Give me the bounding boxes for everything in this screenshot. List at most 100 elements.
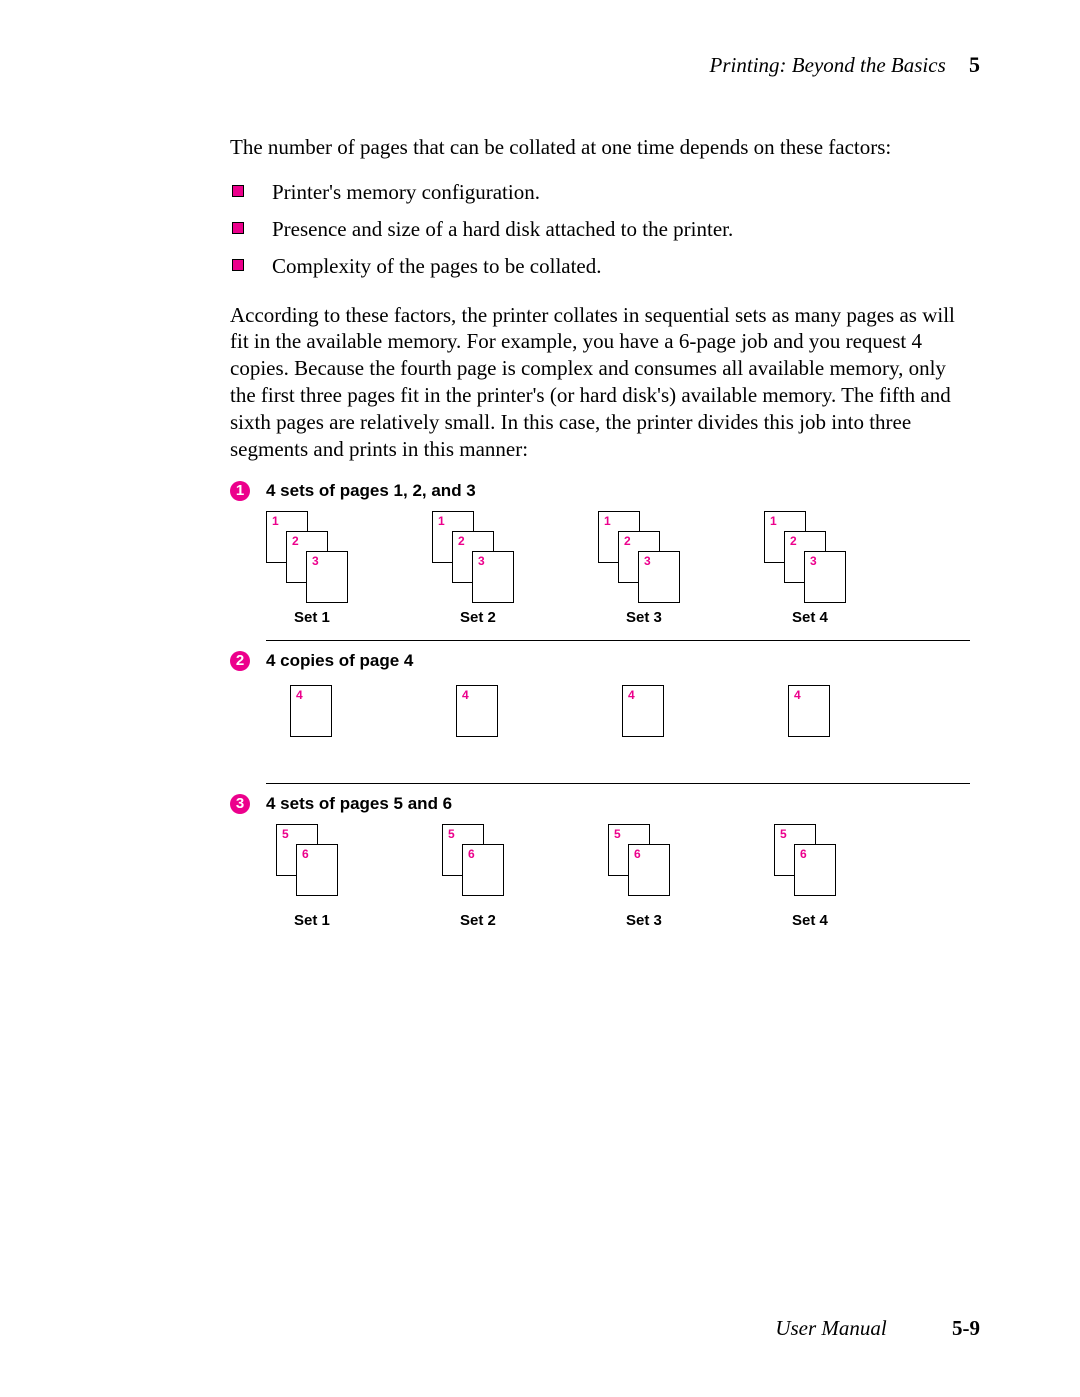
set: 5 6 Set 1: [266, 824, 362, 929]
sheet: 4: [290, 685, 332, 737]
page-number: 1: [604, 514, 611, 528]
page-number: 1: [770, 514, 777, 528]
page-stack: 5 6: [764, 824, 860, 904]
segment-divider: [266, 783, 970, 784]
set: 5 6 Set 3: [598, 824, 694, 929]
sheet: 6: [794, 844, 836, 896]
page-number: 3: [810, 554, 817, 568]
page-number: 2: [624, 534, 631, 548]
page-stack: 1 2 3: [598, 511, 694, 601]
page-number: 6: [634, 847, 641, 861]
page-number: 1: [272, 514, 279, 528]
page-number: 6: [800, 847, 807, 861]
segment-title-row: 3 4 sets of pages 5 and 6: [230, 794, 970, 814]
header-title: Printing: Beyond the Basics: [710, 53, 946, 77]
page-stack: 5 6: [598, 824, 694, 904]
page-stack: 5 6: [266, 824, 362, 904]
set-label: Set 4: [764, 912, 860, 929]
set: 1 2 3 Set 4: [764, 511, 860, 626]
segment-title-row: 1 4 sets of pages 1, 2, and 3: [230, 481, 970, 501]
page-number: 6: [302, 847, 309, 861]
set-label: Set 1: [266, 609, 362, 626]
explanation-paragraph: According to these factors, the printer …: [230, 302, 970, 463]
page-number: 5: [780, 827, 787, 841]
set-label: Set 1: [266, 912, 362, 929]
page-number: 5: [282, 827, 289, 841]
segment-number-badge: 3: [230, 794, 250, 814]
page-stack: 4: [598, 681, 694, 741]
set: 1 2 3 Set 1: [266, 511, 362, 626]
set: 5 6 Set 2: [432, 824, 528, 929]
collation-diagram: 1 4 sets of pages 1, 2, and 3 1 2 3 Set …: [230, 481, 970, 929]
page-number: 2: [790, 534, 797, 548]
bullet-list: Printer's memory configuration. Presence…: [230, 179, 970, 280]
sets-row: 1 2 3 Set 1 1 2 3 Set 2 1: [266, 511, 970, 626]
page-stack: 1 2 3: [432, 511, 528, 601]
page-number: 6: [468, 847, 475, 861]
page-number: 2: [458, 534, 465, 548]
page-stack: 4: [432, 681, 528, 741]
page-number: 4: [628, 688, 635, 702]
set-label: Set 3: [598, 912, 694, 929]
segment-title: 4 sets of pages 1, 2, and 3: [266, 481, 476, 501]
sheet: 3: [638, 551, 680, 603]
sheet: 6: [296, 844, 338, 896]
footer-page-number: 5-9: [952, 1316, 980, 1340]
page-number: 5: [614, 827, 621, 841]
set: 4: [266, 681, 362, 741]
sets-row: 5 6 Set 1 5 6 Set 2 5 6: [266, 824, 970, 929]
intro-paragraph: The number of pages that can be collated…: [230, 134, 970, 161]
set: 4: [432, 681, 528, 741]
header-chapter-number: 5: [969, 52, 980, 77]
set: 1 2 3 Set 2: [432, 511, 528, 626]
set-label: Set 2: [432, 609, 528, 626]
segment-2: 2 4 copies of page 4 4 4 4: [230, 651, 970, 784]
body-text: The number of pages that can be collated…: [230, 134, 970, 463]
sheet: 3: [306, 551, 348, 603]
set-label: Set 2: [432, 912, 528, 929]
page-stack: 1 2 3: [764, 511, 860, 601]
page-stack: 5 6: [432, 824, 528, 904]
page-stack: 4: [266, 681, 362, 741]
running-header: Printing: Beyond the Basics 5: [100, 52, 980, 78]
set: 1 2 3 Set 3: [598, 511, 694, 626]
sheet: 4: [788, 685, 830, 737]
sets-row: 4 4 4 4: [266, 681, 970, 741]
page-number: 3: [478, 554, 485, 568]
set: 4: [764, 681, 860, 741]
footer-manual: User Manual: [775, 1316, 886, 1340]
segment-1: 1 4 sets of pages 1, 2, and 3 1 2 3 Set …: [230, 481, 970, 641]
segment-3: 3 4 sets of pages 5 and 6 5 6 Set 1 5 6: [230, 794, 970, 929]
page-number: 4: [296, 688, 303, 702]
set: 4: [598, 681, 694, 741]
sheet: 6: [628, 844, 670, 896]
page: Printing: Beyond the Basics 5 The number…: [0, 0, 1080, 1397]
sheet: 4: [456, 685, 498, 737]
sheet: 3: [472, 551, 514, 603]
segment-title-row: 2 4 copies of page 4: [230, 651, 970, 671]
sheet: 3: [804, 551, 846, 603]
page-number: 3: [312, 554, 319, 568]
page-footer: User Manual 5-9: [775, 1316, 980, 1341]
set: 5 6 Set 4: [764, 824, 860, 929]
page-number: 4: [794, 688, 801, 702]
segment-number-badge: 1: [230, 481, 250, 501]
page-number: 1: [438, 514, 445, 528]
page-number: 2: [292, 534, 299, 548]
bullet-item: Complexity of the pages to be collated.: [230, 253, 970, 280]
segment-title: 4 copies of page 4: [266, 651, 413, 671]
set-label: Set 4: [764, 609, 860, 626]
page-number: 3: [644, 554, 651, 568]
sheet: 6: [462, 844, 504, 896]
bullet-item: Presence and size of a hard disk attache…: [230, 216, 970, 243]
segment-title: 4 sets of pages 5 and 6: [266, 794, 452, 814]
page-number: 5: [448, 827, 455, 841]
page-number: 4: [462, 688, 469, 702]
page-stack: 1 2 3: [266, 511, 362, 601]
segment-number-badge: 2: [230, 651, 250, 671]
set-label: Set 3: [598, 609, 694, 626]
segment-divider: [266, 640, 970, 641]
bullet-item: Printer's memory configuration.: [230, 179, 970, 206]
page-stack: 4: [764, 681, 860, 741]
sheet: 4: [622, 685, 664, 737]
